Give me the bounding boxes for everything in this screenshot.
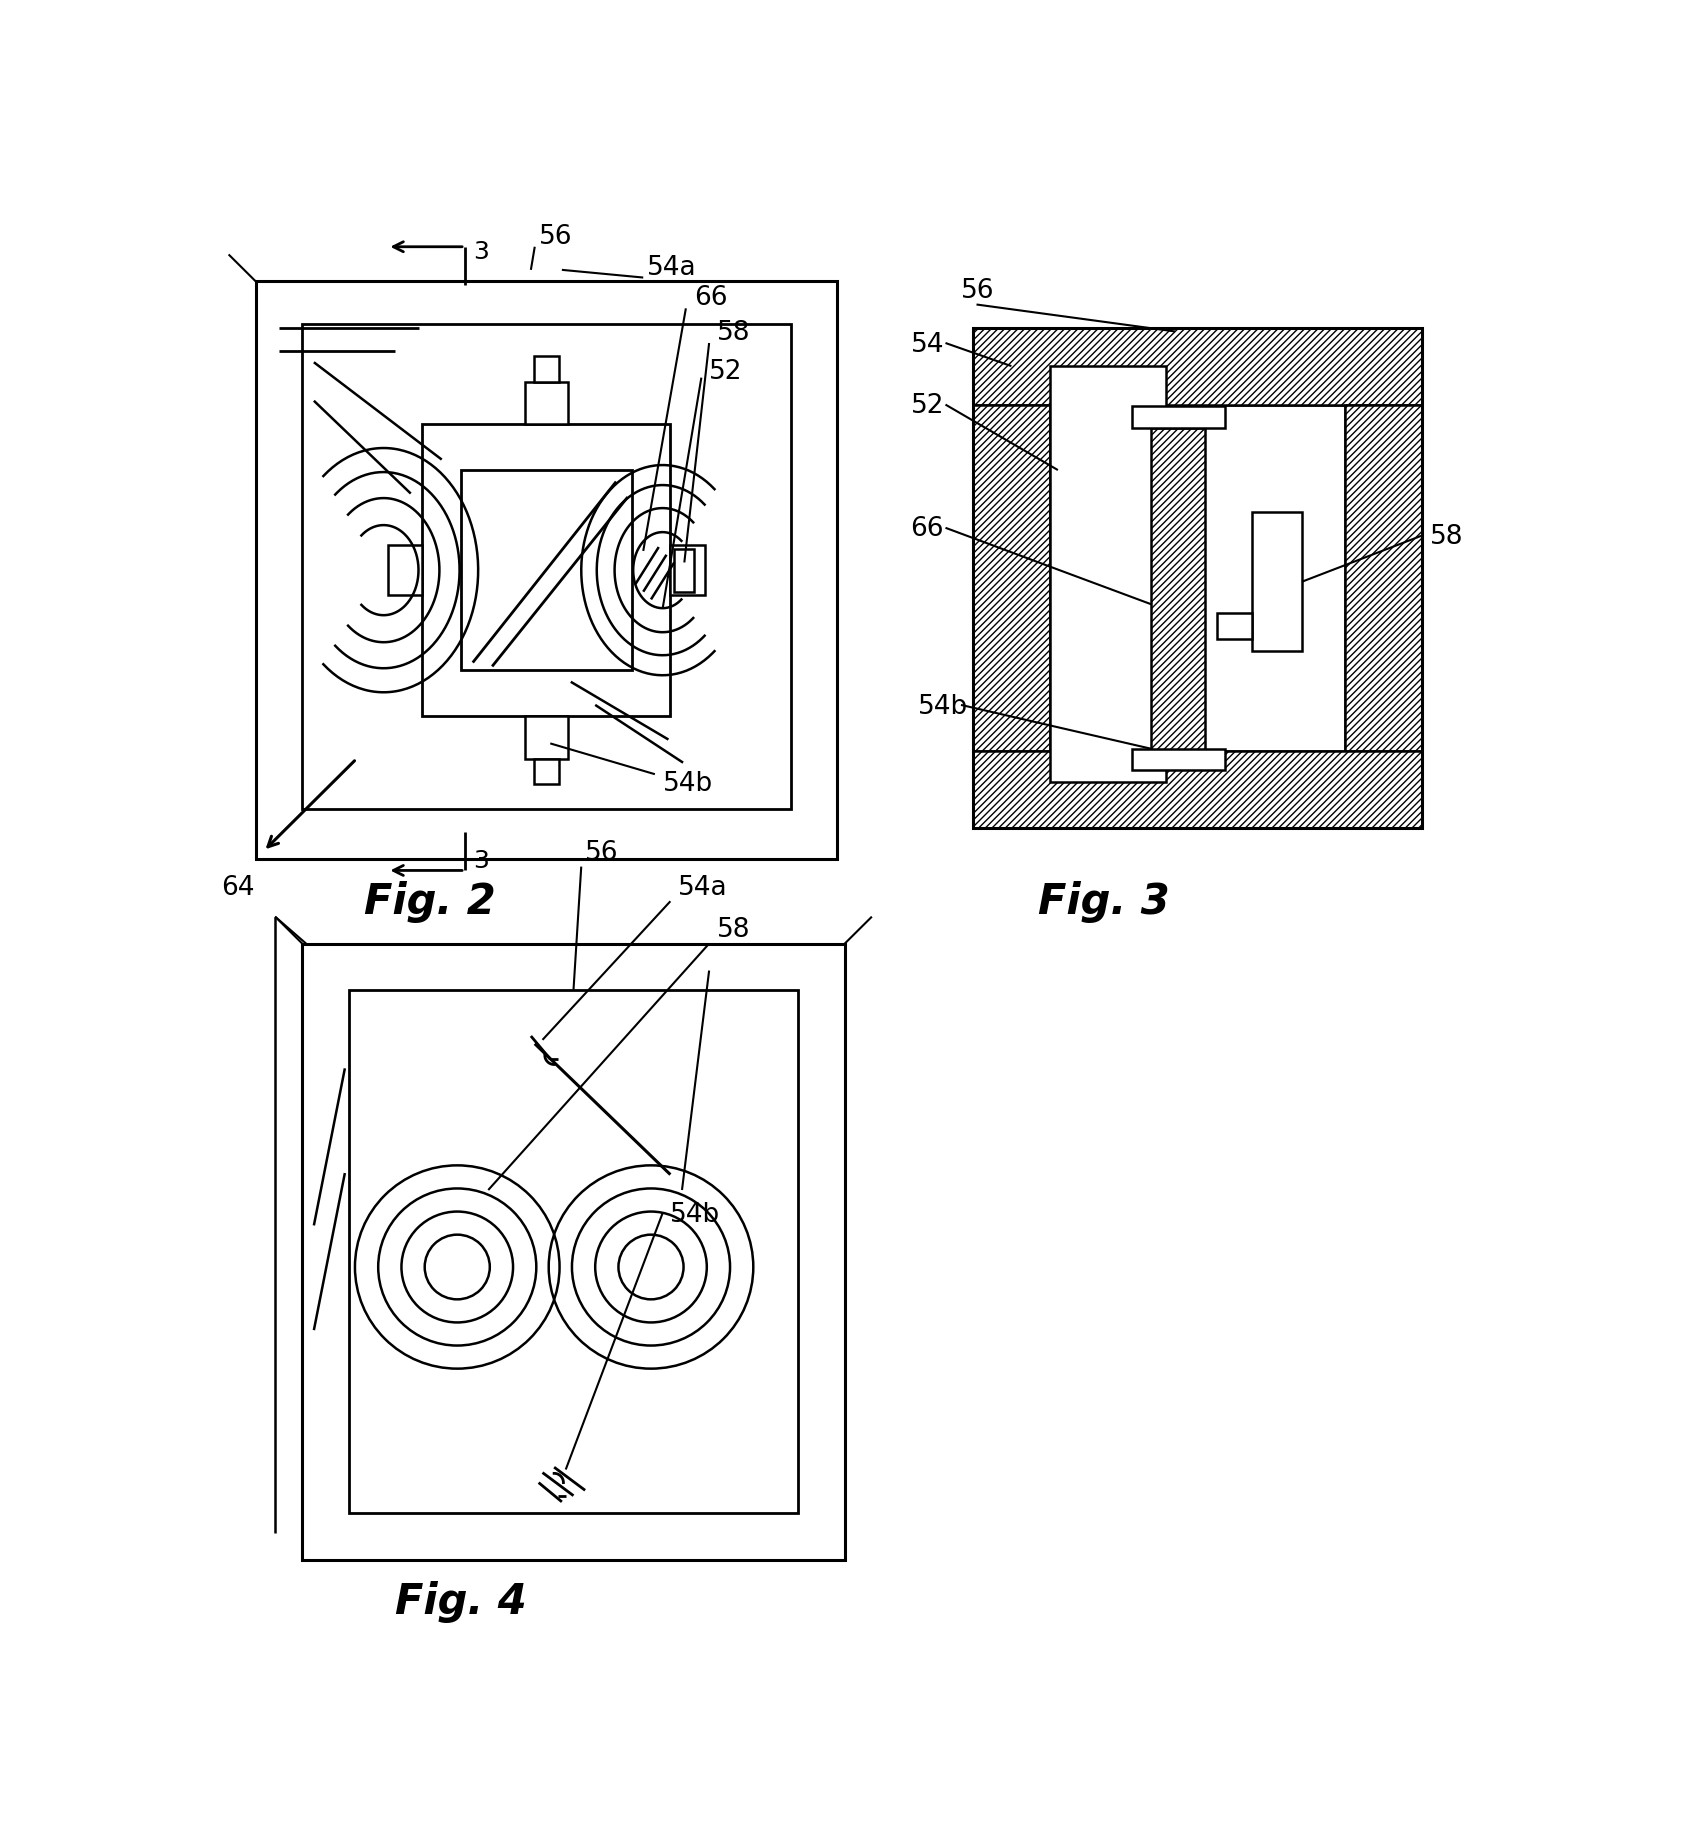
Text: Fig. 4: Fig. 4 [396,1582,527,1622]
Bar [1151,428,1205,752]
Bar [350,989,798,1513]
Bar [525,717,568,760]
Text: 54b: 54b [919,693,968,719]
Bar [972,752,1422,829]
Bar [972,329,1422,405]
Bar [1132,748,1224,771]
Bar [1132,406,1224,428]
Text: 54a: 54a [648,254,697,281]
Text: 58: 58 [716,916,750,942]
Bar [460,471,631,671]
Text: 54a: 54a [679,874,728,899]
Text: 54: 54 [910,331,945,357]
Bar [387,546,423,596]
Bar [302,324,791,809]
Bar [525,383,568,425]
Text: Fig. 2: Fig. 2 [365,881,496,923]
Text: 56: 56 [585,839,619,866]
Bar [670,546,706,596]
Bar [534,357,559,383]
Text: 56: 56 [962,278,994,303]
Bar [1251,513,1303,651]
Text: 64: 64 [222,874,254,899]
Bar [1050,368,1166,782]
Bar [1345,405,1422,752]
Text: 58: 58 [716,320,750,346]
Text: 3: 3 [472,241,489,265]
Text: 52: 52 [910,394,945,419]
Bar [423,425,670,717]
Bar [1050,405,1345,752]
Bar [302,943,844,1559]
Text: 66: 66 [694,285,726,311]
Text: 52: 52 [709,359,743,384]
Bar [673,550,694,592]
Text: 3: 3 [472,848,489,872]
Text: 54b: 54b [670,1201,721,1227]
Text: 56: 56 [539,224,573,250]
Text: 58: 58 [1430,524,1463,550]
Text: 66: 66 [910,517,945,543]
Bar [256,281,837,859]
Bar [1217,612,1251,640]
Text: Fig. 3: Fig. 3 [1038,881,1170,923]
Bar [972,329,1422,829]
Bar [972,405,1050,752]
Bar [534,760,559,785]
Text: 54b: 54b [663,771,713,796]
